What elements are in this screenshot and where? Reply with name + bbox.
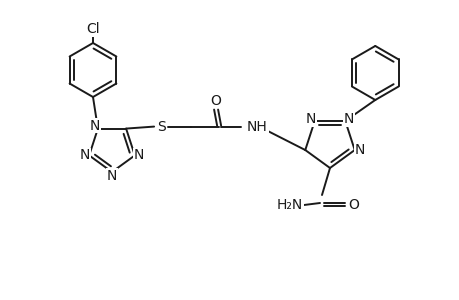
Text: NH: NH	[246, 120, 267, 134]
Text: N: N	[80, 148, 90, 162]
Text: S: S	[157, 120, 165, 134]
Text: N: N	[90, 118, 100, 133]
Text: N: N	[305, 112, 315, 126]
Text: Cl: Cl	[86, 22, 100, 36]
Text: N: N	[106, 169, 117, 183]
Text: O: O	[348, 198, 358, 212]
Text: H₂N: H₂N	[276, 198, 302, 212]
Text: N: N	[354, 143, 364, 157]
Text: N: N	[134, 148, 144, 162]
Text: O: O	[210, 94, 221, 108]
Text: N: N	[343, 112, 354, 126]
